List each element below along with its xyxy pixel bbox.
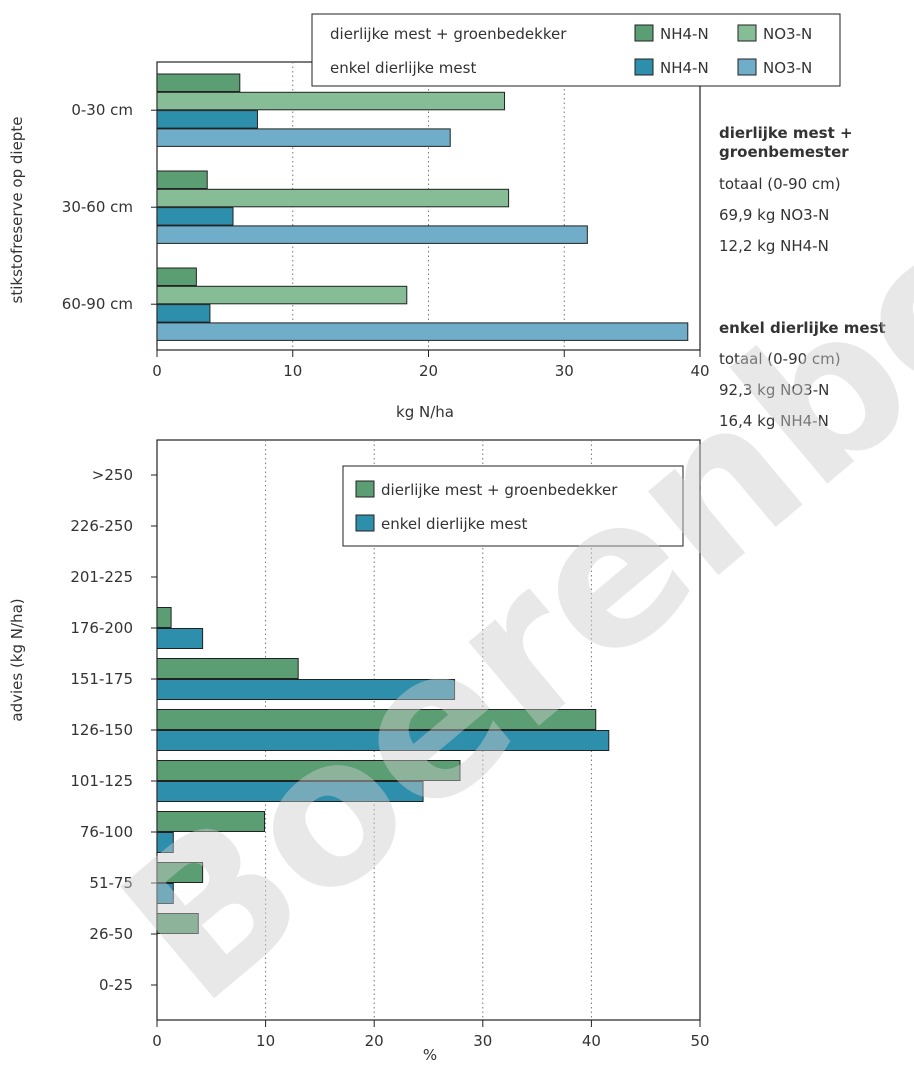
- totals-annotation: dierlijke mest + groenbemester totaal (0…: [719, 124, 886, 430]
- y-tick-label: 76-100: [80, 823, 133, 841]
- bottom-legend-box: [342, 465, 684, 547]
- legend-group-label: dierlijke mest + groenbedekker: [330, 25, 567, 43]
- top-x-ticks: 0 10 20 30 40: [152, 350, 710, 380]
- legend-no3-label: NO3-N: [763, 59, 812, 77]
- annotation-group1-title: dierlijke mest +: [719, 124, 853, 142]
- bar-101-125-groen: [156, 760, 461, 781]
- y-tick-label: 0-30 cm: [71, 101, 133, 119]
- x-tick-label: 50: [690, 1032, 709, 1050]
- advice-distribution-chart: 0 10 20 30 40 50 >250 226-250 201-225 176-200 151…: [8, 439, 710, 1064]
- y-tick-label: 176-200: [70, 619, 133, 637]
- x-tick-label: 40: [690, 362, 709, 380]
- bar-76-100-enkel: [156, 832, 174, 853]
- annotation-group2-no3: 92,3 kg NO3-N: [719, 381, 829, 399]
- bottom-legend: dierlijke mest + groenbedekker enkel die…: [342, 465, 684, 547]
- x-tick-label: 10: [256, 1032, 275, 1050]
- bar-60-90cm-NH4-N: [156, 267, 197, 286]
- bar-0-30cm-NH4-N: [156, 73, 241, 92]
- x-tick-label: 20: [365, 1032, 384, 1050]
- legend-group-label: enkel dierlijke mest: [330, 59, 476, 77]
- bar-30-60cm-NH4-N: [156, 207, 234, 226]
- bar-60-90cm-NO3-N: [156, 322, 689, 341]
- y-tick-label: 201-225: [70, 568, 133, 586]
- bar-176-200-enkel: [156, 628, 204, 649]
- y-tick-label: 51-75: [89, 874, 133, 892]
- annotation-group1-total: totaal (0-90 cm): [719, 175, 841, 193]
- y-tick-label: 0-25: [99, 976, 133, 994]
- bar-126-150-enkel: [156, 730, 610, 751]
- y-tick-label: 151-175: [70, 670, 133, 688]
- x-tick-label: 0: [152, 362, 162, 380]
- x-tick-label: 30: [473, 1032, 492, 1050]
- legend-swatch-no3-groen: [737, 24, 757, 42]
- bar-151-175-groen: [156, 658, 299, 679]
- nitrogen-reserve-chart: 0 10 20 30 40 0-30 cm 30-60 cm 60-90 cm kg N/h…: [8, 13, 886, 430]
- legend-no3-label: NO3-N: [763, 25, 812, 43]
- y-tick-label: >250: [92, 466, 133, 484]
- bar-0-30cm-NH4-N: [156, 110, 258, 129]
- y-tick-label: 30-60 cm: [62, 198, 133, 216]
- bottom-bars: [156, 607, 610, 934]
- top-y-ticks: 0-30 cm 30-60 cm 60-90 cm: [62, 101, 157, 313]
- legend-swatch-groen: [355, 480, 375, 498]
- annotation-group1-title: groenbemester: [719, 143, 849, 161]
- y-tick-label: 126-150: [70, 721, 133, 739]
- bottom-y-ticks: >250 226-250 201-225 176-200 151-175 126-150 1…: [70, 466, 157, 994]
- top-legend: dierlijke mest + groenbedekker enkel die…: [311, 13, 841, 87]
- y-tick-label: 60-90 cm: [62, 295, 133, 313]
- bottom-x-axis-label: %: [423, 1046, 437, 1064]
- y-tick-label: 226-250: [70, 517, 133, 535]
- bar-60-90cm-NO3-N: [156, 285, 408, 305]
- bar-30-60cm-NO3-N: [156, 188, 510, 208]
- legend-swatch-enkel: [355, 514, 375, 532]
- annotation-group2-total: totaal (0-90 cm): [719, 350, 841, 368]
- bar-101-125-enkel: [156, 781, 424, 802]
- bottom-y-axis-label: advies (kg N/ha): [8, 598, 26, 721]
- top-x-axis-label: kg N/ha: [396, 403, 454, 421]
- annotation-group1-no3: 69,9 kg NO3-N: [719, 206, 829, 224]
- legend-swatch-no3-enkel: [737, 58, 757, 76]
- annotation-group1-nh4: 12,2 kg NH4-N: [719, 237, 829, 255]
- bar-51-75-enkel: [156, 883, 174, 904]
- bar-26-50-groen: [156, 913, 199, 934]
- bar-176-200-groen: [156, 607, 172, 628]
- top-bars: [156, 73, 689, 341]
- annotation-group2-title: enkel dierlijke mest: [719, 319, 886, 337]
- y-tick-label: 101-125: [70, 772, 133, 790]
- x-tick-label: 10: [283, 362, 302, 380]
- bar-30-60cm-NO3-N: [156, 225, 588, 244]
- legend-swatch-nh4-groen: [634, 24, 654, 42]
- bar-30-60cm-NH4-N: [156, 170, 208, 189]
- x-tick-label: 20: [419, 362, 438, 380]
- top-y-axis-label: stikstofreserve op diepte: [8, 117, 26, 304]
- legend-series-label: dierlijke mest + groenbedekker: [381, 481, 618, 499]
- legend-series-label: enkel dierlijke mest: [381, 515, 527, 533]
- legend-nh4-label: NH4-N: [660, 59, 709, 77]
- x-tick-label: 0: [152, 1032, 162, 1050]
- bar-76-100-groen: [156, 811, 266, 832]
- bar-51-75-groen: [156, 862, 204, 883]
- legend-nh4-label: NH4-N: [660, 25, 709, 43]
- bar-151-175-enkel: [156, 679, 456, 700]
- bar-126-150-groen: [156, 709, 597, 730]
- y-tick-label: 26-50: [89, 925, 133, 943]
- legend-swatch-nh4-enkel: [634, 58, 654, 76]
- x-tick-label: 40: [582, 1032, 601, 1050]
- annotation-group2-nh4: 16,4 kg NH4-N: [719, 412, 829, 430]
- bar-0-30cm-NO3-N: [156, 128, 451, 147]
- bar-0-30cm-NO3-N: [156, 91, 506, 111]
- x-tick-label: 30: [555, 362, 574, 380]
- bar-60-90cm-NH4-N: [156, 304, 211, 323]
- bottom-x-ticks: 0 10 20 30 40 50: [152, 1020, 710, 1050]
